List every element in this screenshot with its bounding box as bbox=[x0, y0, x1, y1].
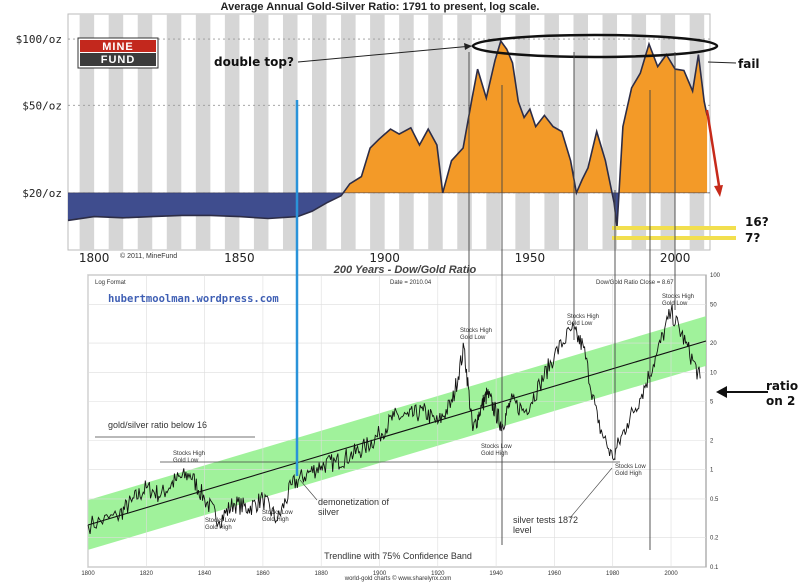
top-chart-y-ticks: $100/oz $50/oz $20/oz bbox=[16, 33, 62, 200]
ann-stocks-low-gold-high-1: Stocks Low Gold High bbox=[205, 518, 236, 531]
double-top-arrowhead bbox=[464, 43, 472, 50]
footer-label: Trendline with 75% Confidence Band bbox=[324, 551, 472, 561]
top-stripe bbox=[79, 14, 95, 250]
fail-label: fail bbox=[738, 57, 760, 71]
bottom-x-tick-label: 1960 bbox=[548, 571, 562, 577]
bottom-x-tick-label: 1920 bbox=[431, 571, 445, 577]
ratio16-note: gold/silver ratio below 16 bbox=[108, 420, 207, 430]
ann-stocks-high-gold-low-3: Stocks High Gold Low bbox=[567, 314, 599, 327]
footer-source: world-gold charts © www.sharelynx.com bbox=[344, 575, 451, 582]
top-stripe bbox=[312, 14, 327, 250]
top-stripe bbox=[573, 14, 588, 250]
bottom-x-tick-label: 1860 bbox=[256, 571, 270, 577]
ann-demonetization: demonetization of silver bbox=[318, 497, 390, 517]
double-top-label: double top? bbox=[214, 55, 294, 69]
demonetization-pointer bbox=[299, 479, 318, 501]
close-label: Dow/Gold Ratio Close = 8.67 bbox=[596, 280, 674, 286]
top-stripe bbox=[108, 14, 124, 250]
dow-gold-series bbox=[87, 304, 701, 535]
bottom-x-tick-label: 1900 bbox=[373, 571, 387, 577]
top-stripe bbox=[282, 14, 298, 250]
bottom-chart-x-ticks: 1800 1820 1840 1860 1880 1900 1920 1940 1960 1980… bbox=[81, 571, 678, 577]
site-label: hubertmoolman.wordpress.com bbox=[108, 293, 279, 305]
bottom-x-tick-label: 1880 bbox=[315, 571, 329, 577]
logo-line2: FUND bbox=[101, 54, 136, 66]
dow-gold-line bbox=[87, 304, 701, 535]
log-format-label: Log Format bbox=[95, 280, 126, 286]
bottom-chart-gridlines bbox=[87, 274, 706, 568]
bottom-y-tick-label: 0.2 bbox=[710, 536, 719, 542]
date-label: Date = 2010.04 bbox=[390, 280, 432, 286]
top-y-tick-label: $20/oz bbox=[22, 187, 62, 200]
bottom-y-tick-label: 2 bbox=[710, 438, 714, 444]
bottom-x-tick-label: 1840 bbox=[198, 571, 212, 577]
fail-pointer bbox=[707, 61, 737, 64]
top-stripe bbox=[137, 14, 153, 250]
ann-right: ratio on 2 bbox=[766, 379, 798, 408]
ann-stocks-low-gold-high-3: Stocks Low Gold High bbox=[481, 444, 512, 457]
double-top-ellipse bbox=[471, 33, 719, 59]
top-x-tick-label: 1950 bbox=[515, 251, 546, 265]
ann-stocks-low-gold-high-2: Stocks Low Gold High bbox=[262, 510, 293, 523]
top-y-tick-label: $100/oz bbox=[16, 33, 62, 46]
top-chart-title: Average Annual Gold-Silver Ratio: 1791 t… bbox=[221, 1, 540, 13]
bottom-y-tick-label: 1 bbox=[710, 468, 714, 474]
bottom-chart-y-ticks: 100 50 20 10 5 2 1 0.5 0.2 0.1 bbox=[710, 273, 721, 571]
logo-top-band bbox=[80, 40, 156, 52]
silver-tests-pointer bbox=[569, 467, 613, 519]
area-below-20 bbox=[68, 192, 344, 221]
top-stripe bbox=[341, 14, 356, 250]
top-x-tick-label: 1800 bbox=[79, 251, 110, 265]
logo-bottom-band bbox=[80, 53, 156, 66]
label-16: 16? bbox=[745, 215, 769, 229]
bottom-y-tick-label: 20 bbox=[710, 341, 717, 347]
logo-line1: MINE bbox=[102, 41, 134, 53]
top-x-tick-label: 1900 bbox=[369, 251, 400, 265]
top-stripe bbox=[253, 14, 269, 250]
bottom-y-tick-label: 100 bbox=[710, 273, 721, 279]
ratio-series-line bbox=[67, 39, 708, 228]
area-above-20 bbox=[619, 44, 708, 193]
ann-stocks-low-gold-high-4: Stocks Low Gold High bbox=[615, 464, 646, 477]
bottom-x-tick-label: 1820 bbox=[140, 571, 154, 577]
copyright-label: © 2011, MineFund bbox=[120, 252, 177, 260]
bottom-x-tick-label: 1940 bbox=[489, 571, 503, 577]
trendline-line bbox=[87, 340, 707, 526]
trendline bbox=[87, 340, 707, 526]
ann-stocks-high-gold-low-1: Stocks High Gold Low bbox=[173, 451, 205, 464]
bottom-y-tick-label: 0.5 bbox=[710, 497, 719, 503]
red-downtrend-line bbox=[705, 109, 722, 193]
top-y-tick-label: $50/oz bbox=[22, 99, 62, 112]
ann-stocks-high-gold-low-2: Stocks High Gold Low bbox=[460, 328, 492, 341]
top-chart-areas bbox=[67, 39, 710, 228]
bottom-y-tick-label: 50 bbox=[710, 302, 717, 308]
bottom-y-tick-label: 10 bbox=[710, 370, 717, 376]
area-above-20 bbox=[343, 41, 613, 193]
top-stripe bbox=[195, 14, 211, 250]
bottom-x-tick-label: 2000 bbox=[664, 571, 678, 577]
minefund-logo: MINE FUND bbox=[77, 37, 159, 69]
bottom-chart-title: 200 Years - Dow/Gold Ratio bbox=[333, 264, 477, 276]
ann-silver-tests: silver tests 1872 level bbox=[513, 515, 578, 535]
top-stripe bbox=[370, 14, 385, 250]
red-arrowhead bbox=[714, 185, 723, 197]
bottom-x-tick-label: 1800 bbox=[81, 571, 95, 577]
top-stripe bbox=[166, 14, 182, 250]
bottom-y-tick-label: 5 bbox=[710, 400, 714, 406]
right-arrowhead bbox=[716, 386, 727, 398]
bottom-y-tick-label: 0.1 bbox=[710, 565, 719, 571]
top-x-tick-label: 1850 bbox=[224, 251, 255, 265]
top-stripe bbox=[224, 14, 240, 250]
bottom-x-tick-label: 1980 bbox=[606, 571, 620, 577]
label-7: 7? bbox=[745, 231, 760, 245]
double-top-pointer bbox=[297, 45, 473, 63]
